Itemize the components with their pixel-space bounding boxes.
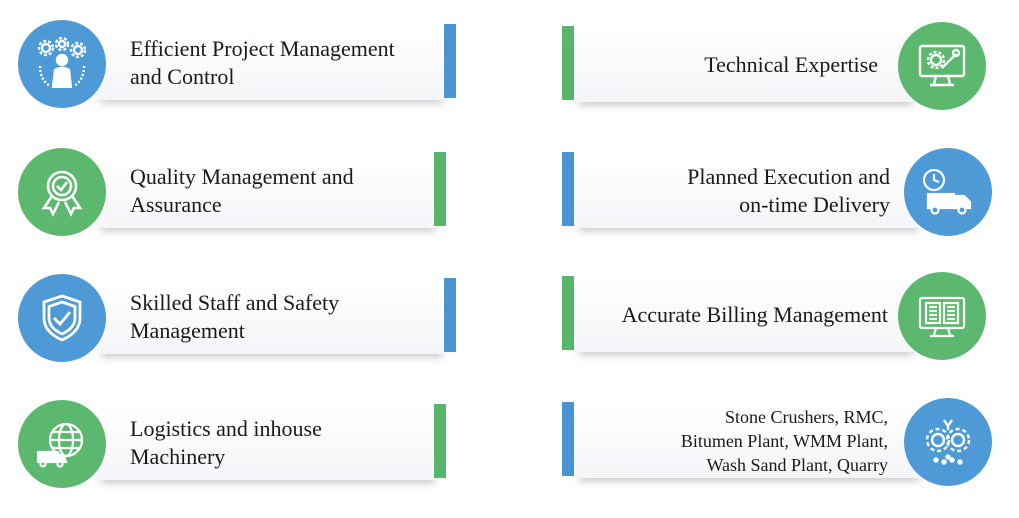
card-line: Technical Expertise [704, 52, 878, 77]
card-icon-circle [18, 20, 106, 108]
card-accent-bar [444, 278, 456, 352]
card-text: Technical Expertise [586, 28, 878, 102]
card-line: on-time Delivery [739, 192, 890, 217]
card-line: Machinery [130, 444, 226, 469]
card-accent-bar [434, 404, 446, 478]
card-icon-circle [18, 400, 106, 488]
team-gears-icon [37, 36, 87, 89]
feature-card-logistics: Logistics and inhouse Machinery [18, 400, 458, 488]
award-badge-icon [41, 170, 83, 217]
feature-card-skilled-staff: Skilled Staff and Safety Management [18, 274, 458, 362]
card-text: Logistics and inhouse Machinery [130, 406, 430, 480]
card-line: Planned Execution and [687, 164, 890, 189]
card-icon-circle [898, 22, 986, 110]
card-text: Stone Crushers, RMC, Bitumen Plant, WMM … [586, 404, 888, 478]
card-text: Accurate Billing Management [586, 278, 888, 352]
feature-card-technical-expertise: Technical Expertise [562, 22, 1002, 110]
card-line: Skilled Staff and Safety [130, 290, 340, 315]
card-line: and Control [130, 64, 235, 89]
card-line: Wash Sand Plant, Quarry [706, 455, 888, 475]
feature-card-billing: Accurate Billing Management [562, 272, 1002, 360]
feature-card-quality-management: Quality Management and Assurance [18, 148, 458, 236]
card-icon-circle [898, 272, 986, 360]
card-icon-circle [904, 398, 992, 486]
card-accent-bar [444, 24, 456, 98]
card-icon-circle [18, 148, 106, 236]
card-panel [98, 26, 446, 100]
gears-plant-icon [925, 419, 971, 465]
card-panel [98, 406, 438, 480]
card-panel [576, 404, 922, 478]
card-line: Stone Crushers, RMC, [724, 407, 888, 427]
monitor-tools-icon [918, 44, 966, 87]
card-panel [576, 278, 916, 352]
card-icon-circle [18, 274, 106, 362]
card-line: Logistics and inhouse [130, 416, 322, 441]
shield-check-icon [42, 294, 82, 342]
card-panel [576, 154, 922, 228]
card-line: Efficient Project Management [130, 36, 395, 61]
card-text: Skilled Staff and Safety Management [130, 280, 440, 354]
card-line: Quality Management and [130, 164, 354, 189]
card-line: Assurance [130, 192, 222, 217]
billing-monitor-icon [918, 296, 966, 338]
card-accent-bar [562, 26, 574, 100]
card-line: Management [130, 318, 245, 343]
feature-card-planned-execution: Planned Execution and on-time Delivery [562, 148, 1002, 236]
feature-card-plants: Stone Crushers, RMC, Bitumen Plant, WMM … [562, 398, 1002, 486]
globe-truck-icon [36, 422, 84, 468]
card-line: Accurate Billing Management [621, 302, 888, 327]
card-accent-bar [562, 276, 574, 350]
card-text: Planned Execution and on-time Delivery [586, 154, 890, 228]
card-panel [98, 154, 438, 228]
card-accent-bar [562, 402, 574, 476]
feature-card-project-management: Efficient Project Management and Control [18, 20, 458, 108]
card-line: Bitumen Plant, WMM Plant, [680, 431, 888, 451]
card-text: Efficient Project Management and Control [130, 26, 440, 100]
card-accent-bar [434, 152, 446, 226]
delivery-truck-clock-icon [922, 168, 972, 215]
card-panel [576, 28, 916, 102]
card-icon-circle [904, 148, 992, 236]
card-panel [98, 280, 446, 354]
card-accent-bar [562, 152, 574, 226]
card-text: Quality Management and Assurance [130, 154, 430, 228]
